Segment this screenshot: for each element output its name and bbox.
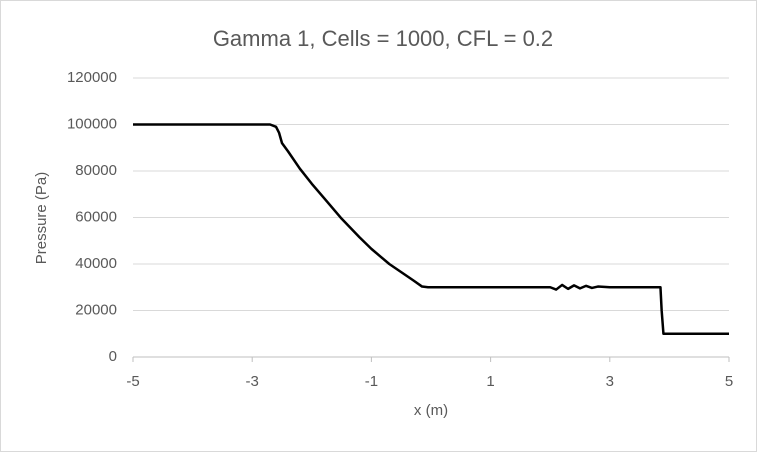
x-tick-label: -5 [126, 373, 139, 390]
y-tick-label: 120000 [67, 69, 117, 86]
x-tick-label: 1 [486, 373, 494, 390]
x-tick-label: 5 [725, 373, 733, 390]
x-axis-label: x (m) [414, 402, 448, 419]
y-tick-label: 0 [109, 348, 117, 365]
x-tick-label: -3 [246, 373, 259, 390]
y-tick-label: 80000 [75, 162, 117, 179]
y-tick-label: 20000 [75, 301, 117, 318]
y-tick-label: 60000 [75, 208, 117, 225]
x-tick-label: 3 [606, 373, 614, 390]
y-tick-label: 100000 [67, 115, 117, 132]
y-axis-label: Pressure (Pa) [33, 172, 50, 265]
data-line [133, 123, 729, 335]
x-tick-label: -1 [365, 373, 378, 390]
y-tick-label: 40000 [75, 255, 117, 272]
chart-title: Gamma 1, Cells = 1000, CFL = 0.2 [213, 26, 553, 51]
